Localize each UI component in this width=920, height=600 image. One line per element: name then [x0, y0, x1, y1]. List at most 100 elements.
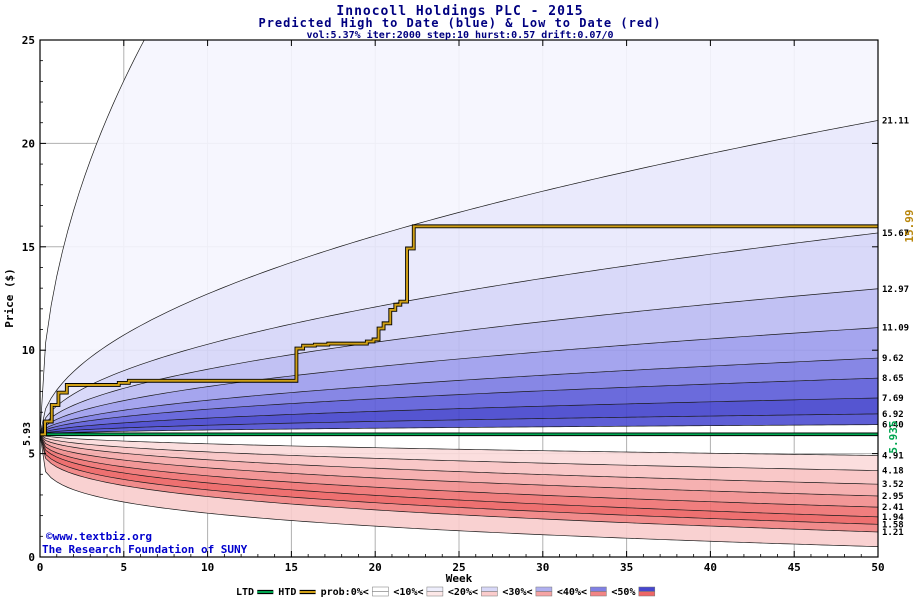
price-level-label: 12.97	[882, 285, 909, 295]
band-boundary-line	[40, 397, 878, 435]
price-level-label: 7.69	[882, 394, 904, 404]
legend-prob-label: <10%<	[393, 587, 423, 598]
y-tick-label: 20	[22, 137, 35, 150]
price-level-label: 1.94	[882, 513, 904, 523]
price-level-label: 9.62	[882, 354, 904, 364]
legend-swatch-low	[481, 591, 498, 597]
legend-swatch-low	[638, 591, 656, 597]
band-boundary-line	[40, 424, 878, 435]
price-level-label: 1.58	[882, 520, 904, 530]
x-tick-label: 35	[620, 561, 633, 574]
low-probability-band	[40, 434, 878, 485]
x-tick-label: 5	[120, 561, 127, 574]
price-level-label: 6.92	[882, 410, 904, 420]
ltd-end-label: 5.935	[887, 420, 900, 453]
band-boundary-line	[40, 357, 878, 435]
y-tick-label: 15	[22, 241, 35, 254]
price-level-label: 8.65	[882, 374, 904, 384]
legend-swatch-low	[535, 591, 553, 597]
legend-swatch-high	[638, 586, 656, 592]
legend-swatch-high	[535, 586, 553, 592]
htd-line	[40, 225, 878, 436]
y-tick-label: 10	[22, 344, 35, 357]
htd-end-label: 15.99	[903, 209, 916, 242]
legend-prob-label: <30%<	[502, 587, 532, 598]
legend-swatch-high	[372, 586, 389, 592]
x-tick-label: 30	[536, 561, 549, 574]
x-tick-label: 45	[788, 561, 801, 574]
legend-swatch-low	[590, 591, 607, 597]
low-probability-band	[40, 434, 878, 547]
chart-subtitle: Predicted High to Date (blue) & Low to D…	[258, 16, 661, 30]
chart-params: vol:5.37% iter:2000 step:10 hurst:0.57 d…	[306, 29, 613, 41]
band-boundary-line	[40, 434, 878, 548]
legend-swatch-low	[426, 591, 444, 597]
plot-layer: 0 5 10 15 20 25 30 35 40 45 50 0 5 10 15 20 25 6.406.92 7.…	[22, 34, 909, 598]
band-boundary-line	[40, 232, 878, 435]
legend-prob-label: <20%<	[448, 587, 478, 598]
y-axis-title: Price ($)	[3, 268, 16, 328]
price-level-label: 3.52	[882, 480, 904, 490]
price-level-label: 2.95	[882, 492, 904, 502]
x-tick-label: 15	[285, 561, 298, 574]
band-boundary-line	[40, 434, 878, 497]
y-tick-label: 5	[28, 448, 35, 461]
price-level-label: 4.91	[882, 451, 904, 461]
price-level-label: 15.67	[882, 229, 909, 239]
band-boundary-line	[40, 434, 878, 508]
x-tick-label: 25	[452, 561, 465, 574]
legend-prob-label: <40%<	[557, 587, 587, 598]
band-boundary-line	[40, 434, 878, 471]
low-probability-band	[40, 434, 878, 532]
band-boundary-line	[40, 327, 878, 435]
price-level-label: 2.41	[882, 503, 904, 513]
band-boundary-line	[40, 377, 878, 435]
high-probability-band	[40, 288, 878, 435]
low-probability-band	[40, 434, 878, 508]
watermark-url: ©www.textbiz.org	[46, 530, 152, 543]
high-probability-band	[40, 232, 878, 435]
legend-swatch-high	[481, 586, 498, 592]
band-boundary-line	[40, 413, 878, 435]
legend-swatch-low	[372, 591, 389, 597]
y-tick-label: 25	[22, 34, 35, 47]
price-level-label: 21.11	[882, 116, 909, 126]
low-probability-band	[40, 434, 878, 525]
legend-ltd-label: LTD	[236, 587, 254, 598]
band-boundary-line	[40, 434, 878, 518]
low-probability-band	[40, 434, 878, 517]
price-level-label: 6.40	[882, 421, 904, 431]
price-level-label: 11.09	[882, 324, 909, 334]
band-boundary-line	[40, 434, 878, 485]
price-level-label: 1.21	[882, 528, 904, 538]
start-price-label: 5.93	[22, 422, 33, 446]
y-tick-label: 0	[28, 551, 35, 564]
probability-fan	[40, 40, 878, 548]
legend-prob-label: prob:0%<	[321, 587, 369, 598]
high-probability-band	[40, 327, 878, 435]
high-probability-band	[40, 378, 878, 435]
low-probability-band	[40, 434, 878, 471]
x-tick-label: 20	[369, 561, 382, 574]
high-probability-band	[40, 40, 878, 435]
band-boundary-line	[40, 434, 878, 525]
low-probability-band	[40, 434, 878, 496]
band-boundary-line	[40, 120, 878, 435]
x-tick-label: 0	[37, 561, 44, 574]
legend-prob-label: <50%	[611, 587, 635, 598]
price-level-label: 4.18	[882, 467, 904, 477]
legend-swatch-high	[590, 586, 607, 592]
legend-swatch-high	[426, 586, 444, 592]
legend-htd-label: HTD	[278, 587, 296, 598]
high-probability-band	[40, 358, 878, 435]
x-tick-label: 10	[201, 561, 214, 574]
band-boundary-line	[40, 288, 878, 435]
watermark-org: The Research Foundation of SUNY	[42, 543, 248, 556]
x-tick-label: 40	[704, 561, 717, 574]
high-probability-band	[40, 397, 878, 435]
chart-title: Innocoll Holdings PLC - 2015	[336, 4, 583, 19]
band-boundary-line	[40, 434, 878, 533]
x-axis-title: Week	[446, 572, 473, 585]
